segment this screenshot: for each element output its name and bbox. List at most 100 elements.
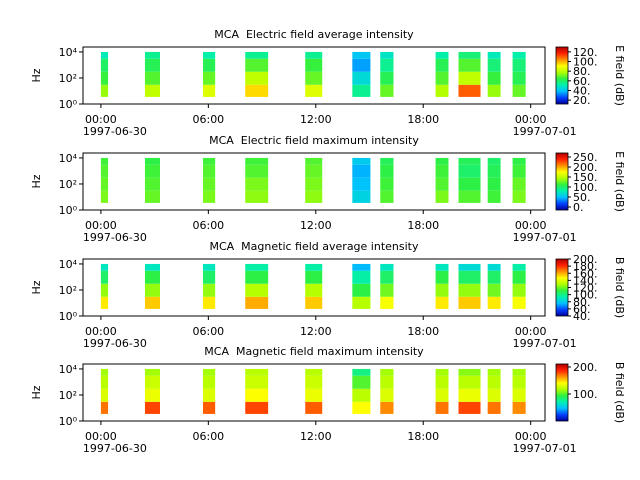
spectrogram-cell — [487, 71, 501, 85]
plot-frame — [82, 363, 546, 422]
spectrogram-cell — [458, 58, 481, 72]
spectrogram-cell — [435, 368, 449, 376]
colorbar-label: B field (dB) — [613, 257, 626, 318]
colorbar-tick-label: 60. — [573, 303, 591, 316]
spectrogram-cell — [435, 375, 449, 389]
spectrogram-cell — [245, 270, 269, 284]
spectrogram-cell — [245, 296, 269, 309]
spectrogram-cell — [380, 84, 394, 97]
x-date-label: 1997-07-01 — [513, 442, 577, 455]
spectrogram-cell — [305, 283, 323, 297]
spectrogram-cell — [487, 58, 501, 72]
spectrogram-cell — [305, 401, 323, 414]
spectrogram-cell — [458, 51, 481, 59]
spectrogram-cell — [487, 263, 501, 271]
spectrogram-cell — [435, 71, 449, 85]
spectrogram-cell — [380, 71, 394, 85]
spectrogram-cell — [202, 177, 216, 191]
x-date-label: 1997-06-30 — [83, 125, 147, 138]
x-date-label: 1997-06-30 — [83, 337, 147, 350]
spectrogram-cell — [202, 296, 216, 309]
spectrogram-cell — [352, 157, 371, 165]
colorbar-tick-label: 0. — [573, 201, 584, 214]
x-tick-label: 00:00 — [515, 219, 547, 232]
spectrogram-cell — [305, 58, 323, 72]
x-tick-label: 00:00 — [515, 430, 547, 443]
spectrogram-cell — [487, 375, 501, 389]
x-tick-label: 18:00 — [407, 325, 439, 338]
spectrogram-cell — [512, 375, 526, 389]
y-tick-label: 10² — [59, 178, 77, 191]
spectrogram-cell — [512, 190, 526, 203]
spectrogram-cell — [487, 157, 501, 165]
spectrogram-cell — [245, 157, 269, 165]
y-tick-label: 10² — [59, 72, 77, 85]
x-tick-label: 00:00 — [85, 430, 117, 443]
spectrogram-cell — [487, 177, 501, 191]
spectrogram-cell — [435, 157, 449, 165]
spectrogram-cell — [305, 388, 323, 402]
spectrogram-cell — [458, 270, 481, 284]
spectrogram-cell — [144, 157, 160, 165]
spectrogram-cell — [305, 51, 323, 59]
colorbar-tick-label: 250. — [573, 151, 598, 164]
spectrogram-cell — [512, 368, 526, 376]
panel-title: MCA Magnetic field maximum intensity — [204, 345, 424, 358]
spectrogram-cell — [380, 190, 394, 203]
colorbar-tick-label: 80. — [573, 296, 591, 309]
spectrogram-cell — [380, 368, 394, 376]
spectrogram-cell — [458, 375, 481, 389]
colorbar-tick-label: 160. — [573, 267, 598, 280]
spectrogram-cell — [305, 84, 323, 97]
spectrogram-cell — [144, 388, 160, 402]
colorbar-tick-label: 50. — [573, 191, 591, 204]
spectrogram-cell — [202, 270, 216, 284]
spectrogram-cell — [144, 58, 160, 72]
spectrogram-cell — [202, 368, 216, 376]
spectrogram-cell — [202, 164, 216, 178]
colorbar-tick-label: 120. — [573, 282, 598, 295]
colorbar-tick-label: 100. — [573, 55, 598, 68]
spectrogram-cell — [512, 84, 526, 97]
y-tick-label: 10⁴ — [59, 152, 78, 165]
spectrogram-cell — [202, 58, 216, 72]
spectrogram-cell — [458, 263, 481, 271]
spectrogram-cell — [305, 177, 323, 191]
spectrogram-cell — [487, 84, 501, 97]
x-date-label: 1997-07-01 — [513, 125, 577, 138]
y-tick-label: 10⁰ — [59, 310, 78, 323]
colorbar — [555, 258, 569, 317]
spectrogram-cell — [435, 283, 449, 297]
colorbar-label: B field (dB) — [613, 362, 626, 423]
spectrogram-cell — [380, 58, 394, 72]
spectrogram-cell — [435, 164, 449, 178]
spectrogram-cell — [487, 388, 501, 402]
spectrogram-cell — [458, 368, 481, 376]
y-tick-label: 10⁴ — [59, 46, 78, 59]
panel-title: MCA Electric field average intensity — [214, 28, 414, 41]
spectrogram-cell — [352, 270, 371, 284]
spectrogram-cell — [100, 401, 109, 414]
colorbar-tick-label: 100. — [573, 289, 598, 302]
spectrogram-cell — [245, 84, 269, 97]
spectrogram-cell — [458, 177, 481, 191]
spectrogram-cell — [202, 388, 216, 402]
spectrogram-cell — [100, 190, 109, 203]
spectrogram-cell — [487, 296, 501, 309]
spectrogram-cell — [512, 401, 526, 414]
spectrogram-cell — [435, 51, 449, 59]
x-tick-label: 06:00 — [192, 219, 224, 232]
spectrogram-cell — [512, 157, 526, 165]
x-tick-label: 12:00 — [300, 219, 332, 232]
spectrogram-cell — [512, 71, 526, 85]
spectrogram-cell — [305, 157, 323, 165]
colorbar-tick-label: 180. — [573, 260, 598, 273]
spectrogram-cell — [100, 368, 109, 376]
spectrogram-cell — [305, 270, 323, 284]
colorbar-tick-label: 140. — [573, 274, 598, 287]
x-tick-label: 00:00 — [515, 325, 547, 338]
spectrogram-cell — [144, 283, 160, 297]
x-tick-label: 18:00 — [407, 113, 439, 126]
spectrogram-cell — [380, 263, 394, 271]
